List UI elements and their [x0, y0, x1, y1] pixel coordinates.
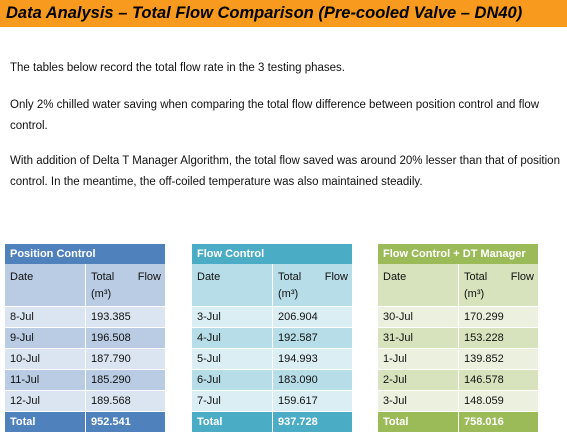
unit-label: (m³)	[464, 288, 485, 300]
table-row: 3-Jul 206.904	[192, 306, 352, 327]
total-flow-header: Total Flow (m³)	[273, 264, 352, 306]
total-flow-header: Total Flow (m³)	[459, 264, 538, 306]
unit-label: (m³)	[278, 288, 299, 300]
flow-cell: 148.059	[459, 391, 538, 411]
flow-cell: 185.290	[86, 370, 165, 390]
table-row: 10-Jul 187.790	[5, 348, 165, 369]
table-row: 30-Jul 170.299	[378, 306, 538, 327]
flow-cell: 192.587	[273, 328, 352, 348]
date-cell: 5-Jul	[192, 349, 273, 369]
date-cell: 7-Jul	[192, 391, 273, 411]
table-row: 2-Jul 146.578	[378, 369, 538, 390]
table-row: 6-Jul 183.090	[192, 369, 352, 390]
flow-control-table: Flow Control Date Total Flow (m³) 3-Jul 20…	[192, 244, 352, 432]
unit-label: (m³)	[91, 288, 112, 300]
flow-cell: 193.385	[86, 307, 165, 327]
date-cell: 8-Jul	[5, 307, 86, 327]
flow-label: Flow	[510, 271, 534, 283]
date-cell: 3-Jul	[378, 391, 459, 411]
date-cell: 1-Jul	[378, 349, 459, 369]
date-header: Date	[5, 264, 86, 306]
total-row: Total 937.728	[192, 411, 352, 432]
flow-cell: 153.228	[459, 328, 538, 348]
total-label-cell: Total	[192, 412, 273, 432]
total-value-cell: 937.728	[273, 412, 352, 432]
date-cell: 6-Jul	[192, 370, 273, 390]
table-header-row: Date Total Flow (m³)	[378, 264, 538, 306]
position-control-table: Position Control Date Total Flow (m³) 8-J…	[5, 244, 165, 432]
table-row: 7-Jul 159.617	[192, 390, 352, 411]
total-label-cell: Total	[378, 412, 459, 432]
table-title: Flow Control	[192, 244, 352, 264]
total-label-cell: Total	[5, 412, 86, 432]
total-row: Total 952.541	[5, 411, 165, 432]
table-row: 8-Jul 193.385	[5, 306, 165, 327]
flow-cell: 189.568	[86, 391, 165, 411]
flow-cell: 146.578	[459, 370, 538, 390]
table-row: 12-Jul 189.568	[5, 390, 165, 411]
date-cell: 31-Jul	[378, 328, 459, 348]
total-label: Total	[91, 271, 115, 283]
date-cell: 30-Jul	[378, 307, 459, 327]
date-cell: 9-Jul	[5, 328, 86, 348]
flow-cell: 159.617	[273, 391, 352, 411]
title-bar: Data Analysis – Total Flow Comparison (P…	[0, 0, 567, 27]
table-row: 11-Jul 185.290	[5, 369, 165, 390]
date-cell: 11-Jul	[5, 370, 86, 390]
date-header: Date	[378, 264, 459, 306]
table-row: 5-Jul 194.993	[192, 348, 352, 369]
total-label: Total	[278, 271, 302, 283]
table-row: 9-Jul 196.508	[5, 327, 165, 348]
flow-control-dt-manager-table: Flow Control + DT Manager Date Total Flow…	[378, 244, 538, 432]
date-header: Date	[192, 264, 273, 306]
intro-paragraph: The tables below record the total flow r…	[10, 62, 345, 74]
date-cell: 3-Jul	[192, 307, 273, 327]
total-row: Total 758.016	[378, 411, 538, 432]
table-header-row: Date Total Flow (m³)	[5, 264, 165, 306]
total-value-cell: 952.541	[86, 412, 165, 432]
date-cell: 12-Jul	[5, 391, 86, 411]
table-title: Position Control	[5, 244, 165, 264]
total-flow-header: Total Flow (m³)	[86, 264, 165, 306]
flow-cell: 139.852	[459, 349, 538, 369]
date-cell: 4-Jul	[192, 328, 273, 348]
flow-cell: 194.993	[273, 349, 352, 369]
table-row: 4-Jul 192.587	[192, 327, 352, 348]
saving-paragraph: Only 2% chilled water saving when compar…	[10, 99, 540, 132]
dt-manager-paragraph: With addition of Delta T Manager Algorit…	[10, 155, 560, 188]
table-row: 31-Jul 153.228	[378, 327, 538, 348]
table-row: 3-Jul 148.059	[378, 390, 538, 411]
flow-cell: 170.299	[459, 307, 538, 327]
flow-cell: 187.790	[86, 349, 165, 369]
date-cell: 2-Jul	[378, 370, 459, 390]
flow-cell: 196.508	[86, 328, 165, 348]
flow-label: Flow	[324, 271, 348, 283]
flow-cell: 206.904	[273, 307, 352, 327]
flow-cell: 183.090	[273, 370, 352, 390]
page-title: Data Analysis – Total Flow Comparison (P…	[6, 4, 523, 22]
total-label: Total	[464, 271, 488, 283]
table-title: Flow Control + DT Manager	[378, 244, 538, 264]
total-value-cell: 758.016	[459, 412, 538, 432]
date-cell: 10-Jul	[5, 349, 86, 369]
table-header-row: Date Total Flow (m³)	[192, 264, 352, 306]
flow-label: Flow	[137, 271, 161, 283]
table-row: 1-Jul 139.852	[378, 348, 538, 369]
